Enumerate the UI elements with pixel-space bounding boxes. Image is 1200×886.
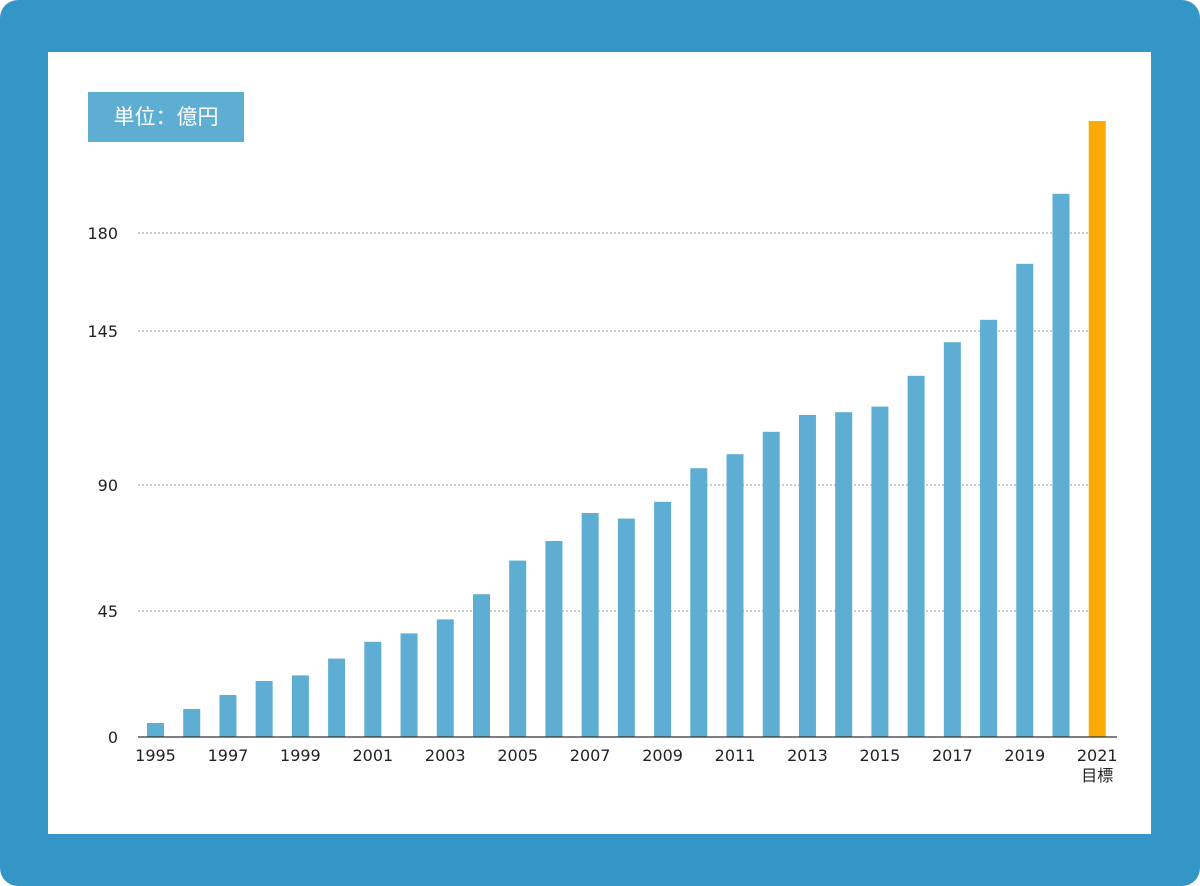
bar — [943, 342, 961, 737]
bars — [147, 121, 1106, 738]
bar — [654, 501, 672, 737]
bar — [545, 541, 563, 737]
bar — [726, 454, 744, 737]
x-tick-label: 1995 — [135, 746, 176, 765]
bar — [509, 560, 527, 737]
bar — [980, 319, 998, 737]
x-tick-label: 1997 — [208, 746, 249, 765]
y-tick-label: 90 — [98, 476, 118, 495]
x-tick-label: 2005 — [497, 746, 538, 765]
x-tick-label: 2013 — [787, 746, 828, 765]
bar — [147, 723, 164, 737]
bar — [400, 633, 418, 737]
y-tick-label: 180 — [87, 224, 118, 243]
x-tick-label: 2009 — [642, 746, 683, 765]
x-tick-label: 1999 — [280, 746, 321, 765]
x-tick-label: 2011 — [715, 746, 756, 765]
bar — [617, 518, 635, 737]
bar — [219, 695, 237, 737]
x-tick-label: 2021 — [1077, 746, 1118, 765]
bar — [798, 415, 816, 737]
x-tick-label: 2017 — [932, 746, 973, 765]
x-tick-label: 2007 — [570, 746, 611, 765]
bar-target — [1088, 121, 1106, 737]
bar — [255, 681, 273, 737]
bar — [690, 468, 708, 737]
bar — [907, 375, 925, 737]
x-tick-label: 2019 — [1004, 746, 1045, 765]
x-tick-label: 2001 — [352, 746, 393, 765]
bar — [183, 709, 201, 737]
bar — [1016, 263, 1034, 737]
bar — [291, 675, 309, 737]
x-tick-label: 2003 — [425, 746, 466, 765]
bar — [436, 619, 454, 737]
tick-labels: 0 45 90 145 180 1995 1997 1999 2001 2003 2005 2007 2… — [87, 224, 1117, 785]
bar — [581, 513, 599, 737]
bar — [472, 594, 490, 737]
bar — [328, 658, 346, 737]
bar — [871, 406, 889, 737]
bar — [835, 412, 853, 737]
bar — [364, 641, 382, 737]
bar — [1052, 193, 1070, 738]
bar — [762, 431, 780, 737]
y-tick-label: 45 — [98, 602, 118, 621]
x-tick-sublabel: 目標 — [1081, 766, 1113, 785]
x-tick-label: 2015 — [860, 746, 901, 765]
y-tick-label: 145 — [87, 322, 118, 341]
unit-label-badge: 単位：億円 — [88, 92, 244, 142]
y-tick-label: 0 — [108, 728, 118, 747]
